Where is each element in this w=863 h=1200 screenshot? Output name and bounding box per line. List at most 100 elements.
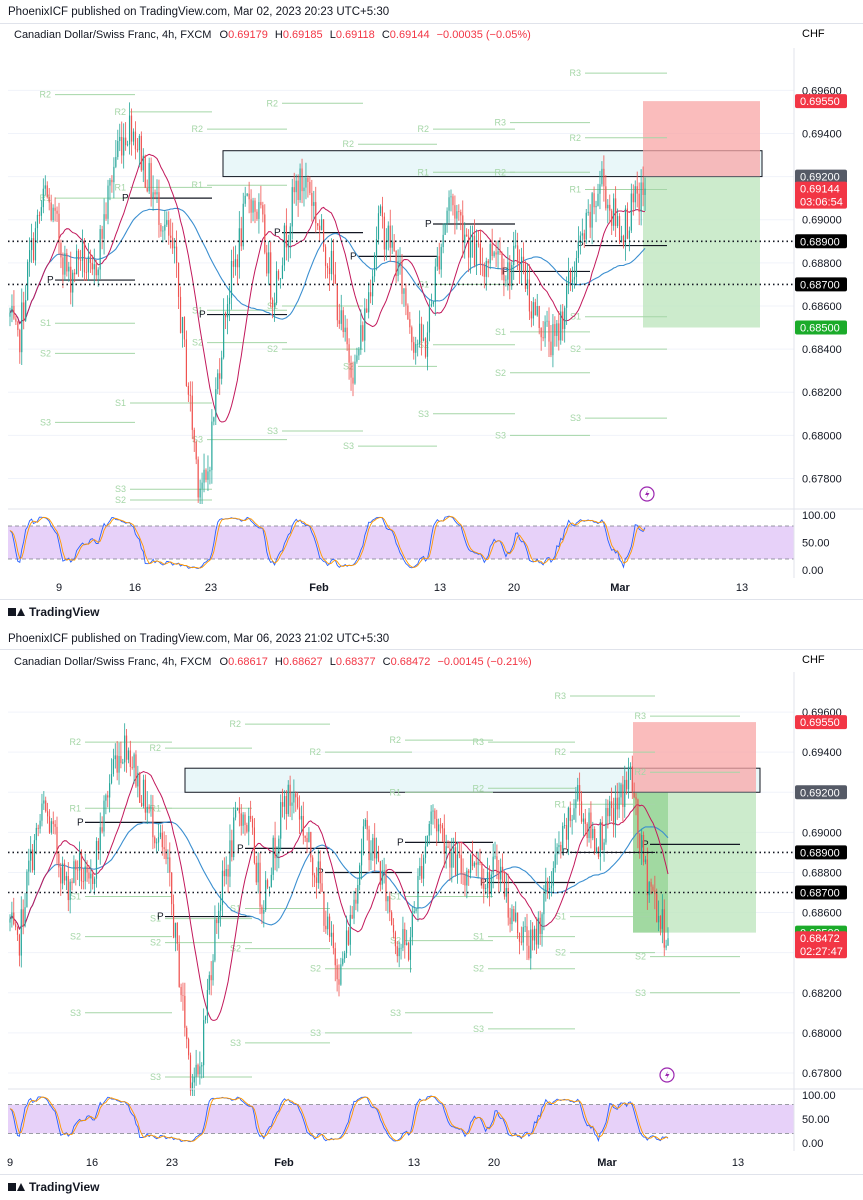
candle	[385, 228, 387, 261]
legend-symbol: Canadian Dollar/Swiss Franc, 4h, FXCM	[14, 29, 211, 41]
candle	[124, 723, 126, 772]
candle	[489, 242, 491, 270]
candle	[603, 155, 605, 202]
candle	[26, 869, 28, 908]
candle	[626, 202, 628, 240]
candle	[635, 793, 637, 816]
candle	[45, 796, 47, 813]
candle	[419, 857, 421, 880]
candle	[91, 254, 93, 276]
candle	[421, 853, 423, 884]
candle	[430, 805, 432, 836]
pivot-label: R2	[494, 167, 506, 177]
candle	[505, 873, 507, 903]
candle	[154, 835, 156, 849]
flash-icon[interactable]	[659, 1067, 675, 1083]
pivot-label: R2	[634, 767, 646, 777]
candle	[79, 249, 82, 271]
candle	[313, 190, 315, 220]
stop-loss-zone[interactable]	[643, 101, 760, 177]
candle	[627, 757, 630, 799]
pivot-label: R2	[229, 719, 241, 729]
legend: Canadian Dollar/Swiss Franc, 4h, FXCM O0…	[14, 29, 531, 41]
candle	[20, 896, 22, 968]
candle	[364, 298, 366, 353]
candle	[176, 922, 178, 951]
candle	[88, 865, 90, 884]
pivot-label: S1	[230, 904, 241, 914]
stoch-d-line	[9, 1095, 669, 1142]
candle	[458, 204, 460, 221]
candle	[445, 834, 447, 869]
candle	[240, 804, 242, 836]
candle	[262, 201, 264, 223]
stop-loss-zone[interactable]	[633, 722, 756, 793]
candle	[342, 951, 344, 967]
candle	[605, 175, 607, 211]
candle	[325, 910, 327, 934]
currency-label: CHF	[802, 28, 825, 40]
time-tick-label: 9	[56, 582, 62, 594]
candle	[462, 858, 464, 885]
legend-l-label: L	[330, 656, 336, 668]
take-profit-zone[interactable]	[633, 792, 756, 933]
take-profit-zone[interactable]	[643, 176, 760, 328]
candle	[624, 765, 626, 818]
candle	[165, 835, 167, 865]
pivot-label: R3	[494, 118, 506, 128]
candle	[75, 859, 77, 886]
flash-icon[interactable]	[639, 486, 655, 502]
candle	[30, 223, 33, 263]
candle	[372, 269, 374, 305]
candle	[381, 196, 383, 229]
pivot-label: S3	[40, 417, 51, 427]
candle	[193, 427, 195, 452]
pivot-label: S3	[343, 441, 354, 451]
candle	[174, 238, 176, 264]
candle	[287, 780, 289, 817]
pivot-label: S2	[150, 938, 161, 948]
candle	[297, 174, 299, 217]
chart-svg[interactable]: R2R1S1S2S3PR2R1S1S3S2PR2R1S1S3S2PR2S1S2S…	[0, 0, 863, 600]
chart-svg[interactable]: R2 R1 S1 S2 S3 P R2 R1 S1 S2 S3 P R2 S1 S2 S3 P R2 S2 S3 P R2…	[0, 625, 863, 1175]
candle	[391, 910, 393, 926]
candle	[398, 941, 400, 968]
candle	[611, 787, 613, 821]
candle	[477, 851, 479, 879]
candle	[547, 877, 549, 899]
candle	[171, 872, 173, 916]
candle	[515, 901, 517, 923]
candle	[538, 305, 540, 335]
candle	[526, 913, 528, 960]
pivot-label: S1	[40, 318, 51, 328]
candle	[250, 189, 252, 224]
candle	[564, 305, 566, 343]
candle	[374, 823, 376, 872]
candle	[179, 286, 182, 334]
candle	[444, 222, 446, 236]
candle	[464, 222, 466, 259]
candle	[183, 316, 186, 347]
candle	[391, 225, 393, 255]
candle	[308, 827, 310, 843]
moving-average-red	[9, 770, 669, 1021]
candle	[449, 841, 451, 882]
candle	[490, 871, 492, 898]
candle	[393, 234, 395, 252]
candle	[403, 288, 405, 307]
candle	[116, 741, 118, 781]
pivot-p-label: P	[122, 193, 129, 204]
chart-frame	[0, 23, 863, 600]
pivot-label: S1	[70, 892, 81, 902]
candle	[203, 453, 205, 493]
candle	[357, 878, 359, 912]
candle	[246, 192, 248, 197]
candle	[483, 262, 485, 289]
candle	[428, 299, 431, 342]
candle	[381, 859, 383, 890]
legend-l-label: L	[330, 29, 336, 41]
candle	[347, 926, 349, 946]
candle	[377, 845, 380, 863]
candle	[589, 204, 591, 239]
candle	[379, 204, 382, 217]
